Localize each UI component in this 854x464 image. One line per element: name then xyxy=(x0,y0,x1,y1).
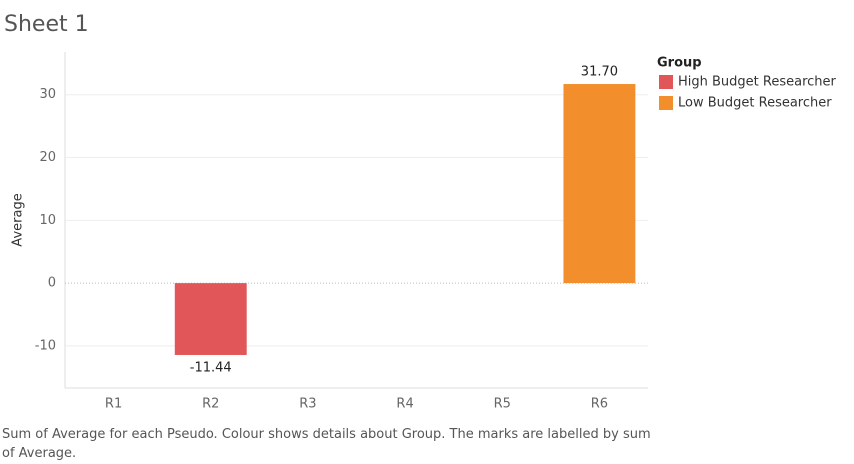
y-tick-label: 10 xyxy=(39,213,56,228)
y-tick-label: 0 xyxy=(48,276,56,291)
bar xyxy=(563,84,636,284)
legend-label: High Budget Researcher xyxy=(678,75,837,90)
legend-label: Low Budget Researcher xyxy=(678,96,832,111)
x-tick-label: R5 xyxy=(494,397,511,412)
value-label: -11.44 xyxy=(190,360,232,375)
chart: Sheet 1 Average Group -10 0 10 20 30 R1 R2 R3 R4… xyxy=(4,12,837,412)
y-tick-label: 30 xyxy=(39,87,56,102)
legend-swatch xyxy=(659,75,673,89)
y-axis-title: Average xyxy=(11,193,26,246)
value-label: 31.70 xyxy=(581,65,618,80)
caption: Sum of Average for each Pseudo. Colour s… xyxy=(2,427,651,461)
bar xyxy=(174,283,247,355)
x-tick-label: R4 xyxy=(396,397,413,412)
x-tick-label: R3 xyxy=(299,397,316,412)
y-tick-label: 20 xyxy=(39,150,56,165)
x-tick-label: R2 xyxy=(202,397,219,412)
legend-title: Group xyxy=(657,56,702,71)
legend-swatch xyxy=(659,96,673,110)
y-tick-label: -10 xyxy=(35,338,56,353)
x-tick-label: R1 xyxy=(105,397,122,412)
x-tick-label: R6 xyxy=(591,397,608,412)
chart-title: Sheet 1 xyxy=(4,12,89,37)
